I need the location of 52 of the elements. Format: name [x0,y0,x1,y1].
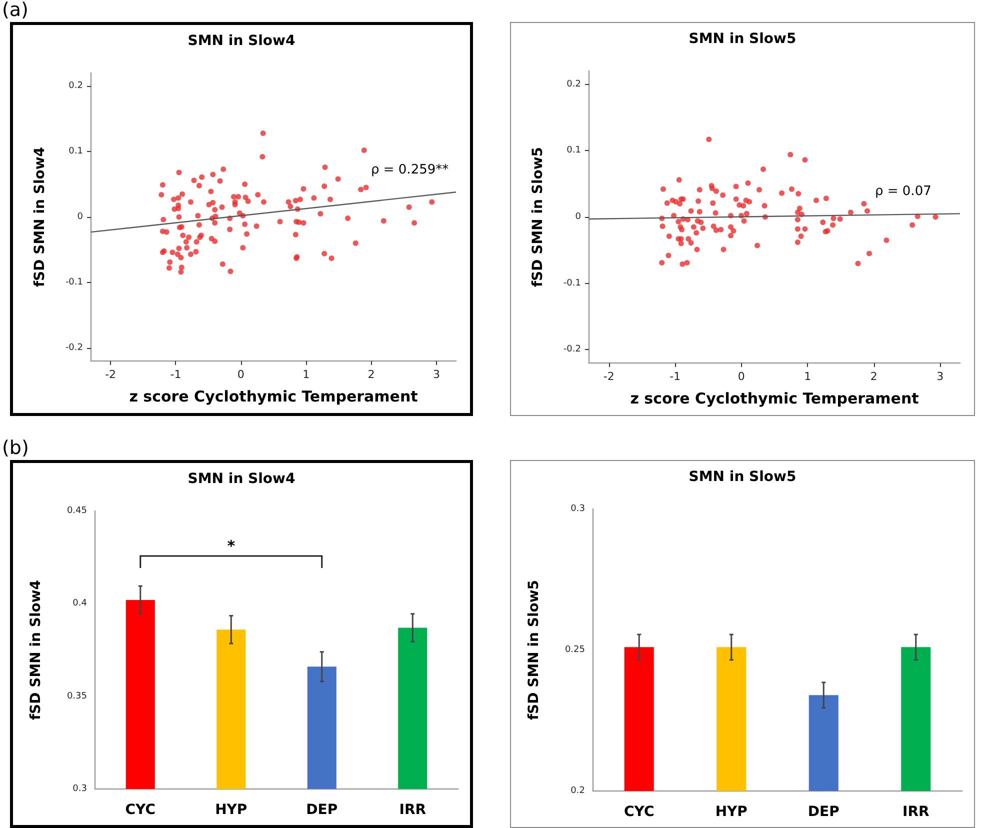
x-tick-label: -2 [105,368,116,381]
y-tick-label: 0 [575,212,582,222]
chart-title: SMN in Slow5 [688,31,796,47]
chart-title: SMN in Slow4 [188,471,296,487]
y-axis-title: fSD SMN in Slow5 [526,580,542,720]
y-axis-title: fSD SMN in Slow4 [32,146,48,288]
x-tick-label: 1 [804,370,812,383]
x-tick-label: HYP [715,804,748,820]
x-axis-title: z score Cyclothymic Temperament [630,390,919,408]
y-axis-title: fSD SMN in Slow5 [530,146,546,288]
x-tick-label: 0 [738,370,745,383]
x-tick-label: -1 [670,370,681,383]
y-tick-label: 0.35 [66,691,87,702]
x-tick-label: 3 [432,368,440,381]
x-tick-label: 2 [870,370,878,383]
text: (a) [2,0,28,21]
x-tick-label: IRR [902,804,930,820]
y-tick-label: 0.2 [566,79,581,90]
y-tick-label: 0.4 [72,598,88,609]
chart-title: SMN in Slow4 [188,33,296,49]
x-tick-label: HYP [215,802,248,818]
y-tick-label: 0 [77,212,84,222]
y-tick-label: 0.45 [66,506,87,516]
y-tick-label: 0.3 [570,504,585,514]
annotation: * [227,537,236,556]
x-tick-label: 1 [302,368,310,381]
y-axis-title: fSD SMN in Slow4 [28,580,44,720]
x-tick-label: -2 [603,370,614,383]
annotation: ρ = 0.07 [875,184,932,200]
annotation: ρ = 0.259** [371,162,450,178]
x-tick-label: 0 [237,368,244,381]
chart-title: SMN in Slow5 [688,469,796,485]
y-tick-label: 0.1 [68,146,83,157]
x-tick-label: DEP [808,804,840,820]
y-tick-label: 0.1 [566,146,581,156]
x-tick-label: 2 [368,368,375,381]
y-tick-label: 0.25 [564,645,585,655]
x-tick-label: DEP [306,802,338,818]
y-tick-label: -0.2 [65,342,83,353]
y-tick-label: 0.2 [570,786,585,796]
y-tick-label: -0.1 [563,278,581,288]
text: (b) [2,437,29,459]
x-tick-label: -1 [170,368,182,381]
x-tick-label: CYC [125,802,156,818]
x-tick-label: 3 [936,370,944,383]
x-tick-label: IRR [399,802,426,818]
x-tick-label: CYC [624,804,654,820]
y-tick-label: -0.2 [563,344,581,355]
y-tick-label: -0.1 [65,277,83,288]
x-axis-title: z score Cyclothymic Temperament [129,388,418,406]
y-tick-label: 0.2 [68,81,83,92]
y-tick-label: 0.3 [72,784,87,794]
